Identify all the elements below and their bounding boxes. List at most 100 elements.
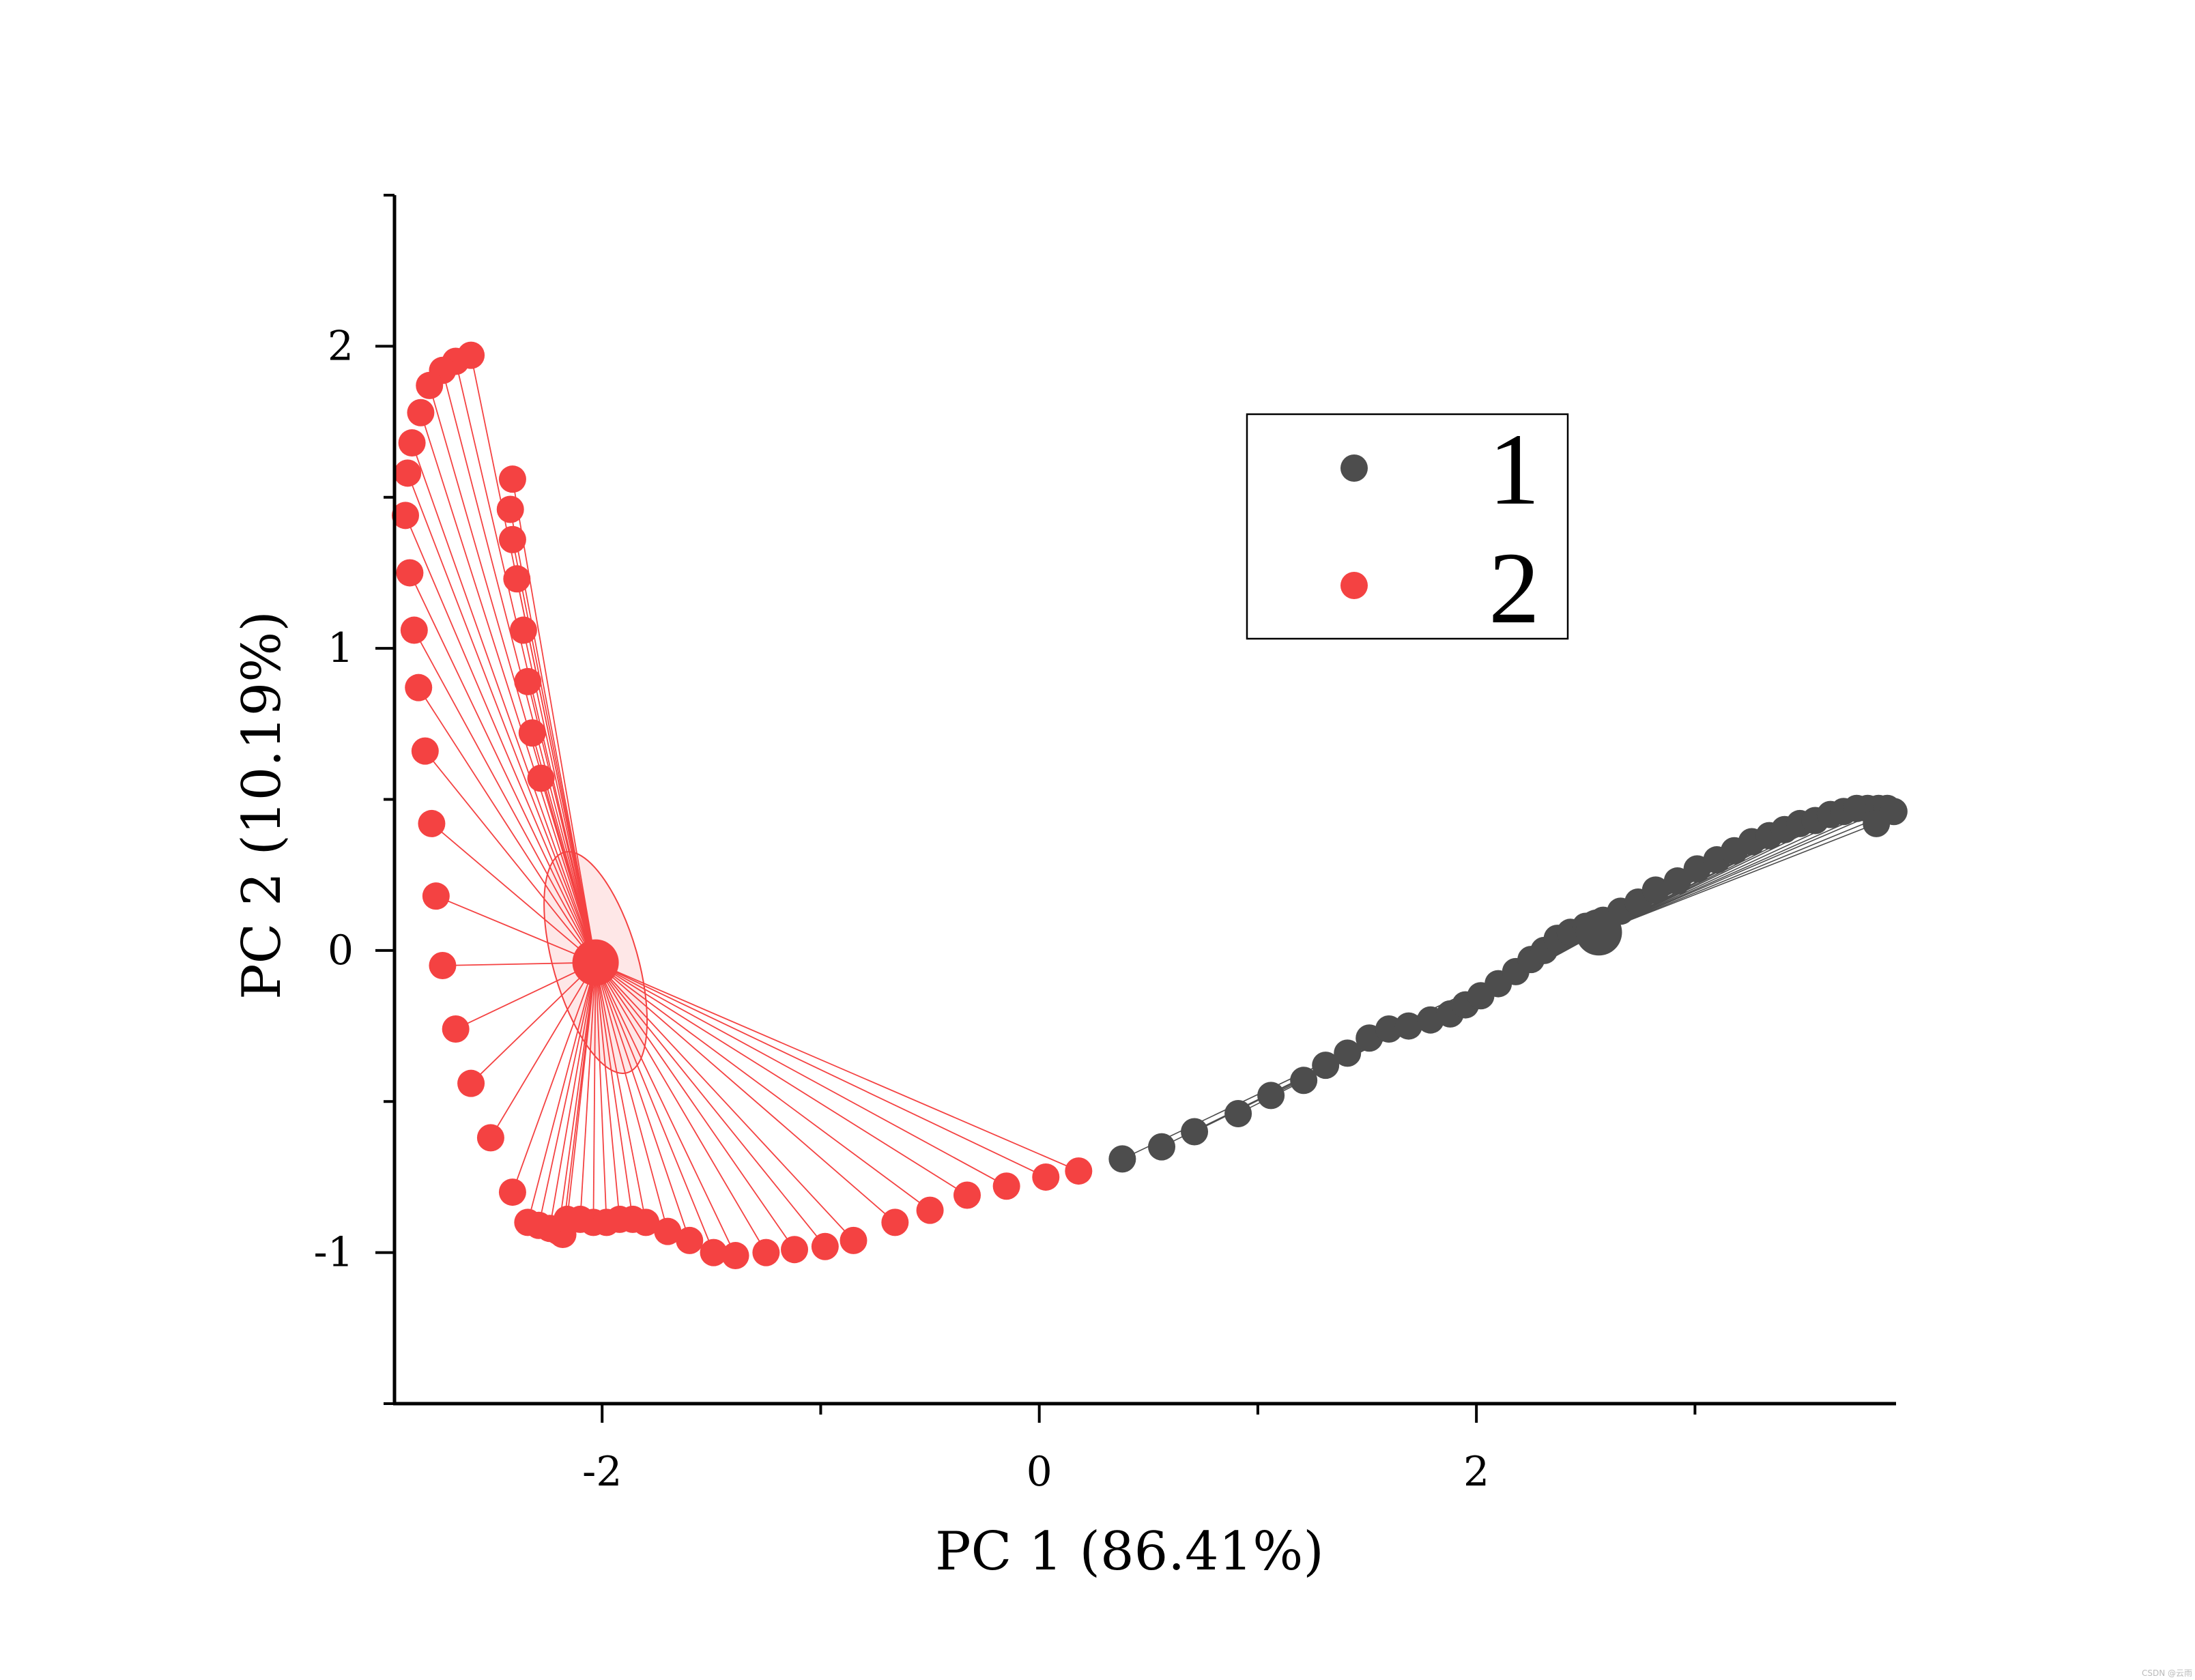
point-series-2-41 [953, 1181, 981, 1209]
spoke-series-2-22 [558, 962, 597, 1232]
point-series-2-6 [394, 459, 422, 487]
spoke-series-2-13 [435, 895, 596, 964]
legend-label-series-2: 2 [1489, 532, 1540, 645]
y-tick-label-1: 0 [328, 927, 354, 974]
spoke-series-2-41 [595, 961, 968, 1196]
point-series-2-50 [514, 667, 542, 695]
point-series-2-14 [429, 952, 457, 980]
point-series-2-48 [503, 565, 531, 593]
point-series-1-25 [1641, 876, 1669, 904]
point-series-2-52 [527, 764, 555, 792]
point-series-2-45 [498, 465, 526, 493]
x-axis-title: PC 1 (86.41%) [935, 1521, 1324, 1582]
point-series-2-32 [676, 1226, 704, 1254]
x-tick-label-0: -2 [582, 1448, 622, 1496]
point-series-1-3 [1224, 1099, 1252, 1127]
spoke-series-2-44 [595, 961, 1079, 1172]
spoke-series-2-39 [595, 961, 895, 1223]
legend: 1 2 [1246, 413, 1569, 645]
point-series-2-11 [411, 737, 439, 765]
point-series-2-10 [405, 674, 433, 701]
point-series-1-7 [1334, 1039, 1362, 1067]
legend-marker-series-2 [1340, 572, 1368, 599]
legend-marker-series-1 [1340, 454, 1368, 482]
point-series-2-17 [476, 1124, 504, 1152]
point-series-2-5 [398, 429, 426, 457]
spoke-series-2-28 [594, 962, 620, 1220]
spoke-series-2-34 [594, 962, 736, 1256]
point-series-1-42 [1863, 809, 1891, 837]
spoke-series-2-30 [594, 962, 647, 1223]
spoke-series-2-48 [516, 579, 597, 963]
spoke-series-1-42 [1598, 823, 1877, 933]
y-tick-label-2: 1 [328, 624, 354, 672]
spoke-series-2-2 [442, 370, 597, 963]
spoke-series-2-11 [425, 751, 597, 964]
x-tick-label-2: 2 [1463, 1448, 1489, 1496]
spoke-series-2-4 [420, 412, 597, 963]
spoke-series-2-10 [418, 687, 597, 964]
point-series-2-38 [840, 1226, 867, 1254]
spoke-series-2-5 [411, 442, 597, 963]
x-tick-label-1: 0 [1027, 1448, 1052, 1496]
point-series-2-8 [396, 559, 424, 587]
point-series-1-10 [1394, 1012, 1422, 1040]
point-series-2-31 [654, 1217, 682, 1245]
point-series-2-7 [392, 502, 420, 530]
spoke-series-2-31 [594, 962, 669, 1232]
spoke-series-2-45 [512, 479, 597, 963]
spoke-series-2-40 [595, 961, 931, 1211]
point-series-2-39 [881, 1208, 909, 1236]
point-series-1-5 [1290, 1067, 1318, 1095]
spoke-series-2-15 [455, 961, 597, 1030]
spoke-series-2-35 [594, 962, 767, 1254]
point-series-1-1 [1148, 1133, 1176, 1161]
point-series-2-42 [992, 1172, 1020, 1200]
y-axis-title: PC 2 (10.19%) [231, 611, 293, 1000]
legend-label-series-1: 1 [1489, 413, 1540, 526]
point-series-2-15 [442, 1015, 470, 1043]
spoke-series-2-42 [595, 961, 1007, 1187]
point-series-2-34 [721, 1242, 749, 1270]
point-series-2-12 [418, 809, 446, 837]
point-series-2-46 [496, 495, 524, 523]
point-series-1-26 [1663, 867, 1691, 895]
watermark: CSDN @云雨 [2142, 1668, 2192, 1678]
spoke-series-2-16 [470, 961, 597, 1084]
point-series-1-2 [1181, 1118, 1209, 1146]
spoke-series-2-7 [405, 515, 597, 963]
point-series-2-9 [400, 616, 428, 644]
spoke-series-2-14 [442, 961, 596, 966]
point-series-2-43 [1032, 1163, 1060, 1191]
spoke-series-2-19 [527, 962, 597, 1223]
point-series-2-13 [422, 882, 450, 910]
point-series-2-18 [498, 1178, 526, 1206]
point-series-1-0 [1108, 1145, 1136, 1173]
legend-box [1246, 413, 1569, 640]
spoke-series-2-24 [566, 962, 597, 1220]
point-series-2-47 [498, 525, 526, 553]
centroid-series-1 [1575, 909, 1622, 956]
spoke-series-2-27 [594, 962, 607, 1223]
point-series-1-6 [1312, 1052, 1340, 1080]
point-series-2-36 [781, 1236, 809, 1264]
point-series-2-35 [752, 1239, 780, 1266]
spoke-series-2-21 [549, 962, 597, 1229]
spoke-series-2-17 [490, 962, 597, 1138]
spoke-series-2-38 [594, 961, 855, 1241]
point-series-2-3 [416, 371, 444, 399]
y-tick-label-3: 2 [328, 322, 354, 370]
y-tick-label-0: -1 [314, 1229, 354, 1277]
point-series-2-33 [700, 1239, 728, 1266]
point-series-2-51 [518, 719, 546, 747]
centroid-series-2 [572, 939, 619, 986]
spoke-series-2-25 [579, 962, 597, 1219]
point-series-2-40 [916, 1196, 944, 1224]
point-series-2-16 [457, 1069, 485, 1097]
spoke-series-2-43 [595, 961, 1046, 1178]
spoke-series-2-9 [414, 630, 597, 964]
centroid-spoke-layer [405, 355, 1895, 1256]
spoke-series-2-32 [594, 962, 691, 1241]
data-point-layer [392, 341, 1908, 1270]
